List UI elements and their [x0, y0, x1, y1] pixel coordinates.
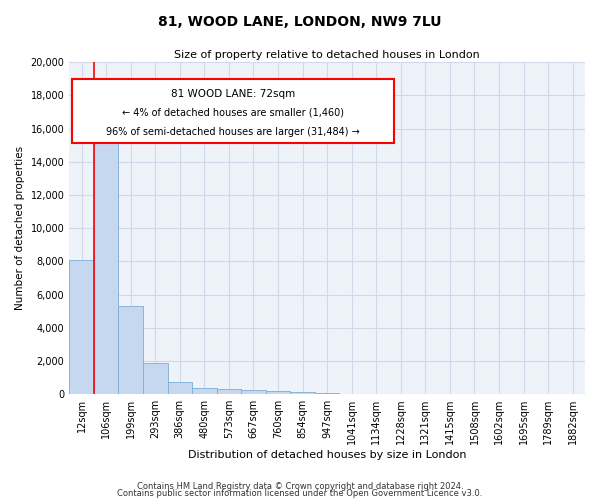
Bar [69, 260, 94, 394]
Bar [241, 390, 266, 394]
Bar [217, 390, 241, 394]
Bar [118, 306, 143, 394]
Bar [266, 391, 290, 394]
Bar [192, 388, 217, 394]
FancyBboxPatch shape [72, 79, 394, 144]
Text: Contains public sector information licensed under the Open Government Licence v3: Contains public sector information licen… [118, 489, 482, 498]
Bar [143, 364, 167, 394]
Text: 81, WOOD LANE, LONDON, NW9 7LU: 81, WOOD LANE, LONDON, NW9 7LU [158, 15, 442, 29]
Bar [167, 382, 192, 394]
X-axis label: Distribution of detached houses by size in London: Distribution of detached houses by size … [188, 450, 466, 460]
Bar [315, 393, 340, 394]
Bar [94, 120, 118, 394]
Text: Contains HM Land Registry data © Crown copyright and database right 2024.: Contains HM Land Registry data © Crown c… [137, 482, 463, 491]
Text: 81 WOOD LANE: 72sqm: 81 WOOD LANE: 72sqm [171, 88, 295, 99]
Text: ← 4% of detached houses are smaller (1,460): ← 4% of detached houses are smaller (1,4… [122, 108, 344, 118]
Title: Size of property relative to detached houses in London: Size of property relative to detached ho… [174, 50, 480, 60]
Text: 96% of semi-detached houses are larger (31,484) →: 96% of semi-detached houses are larger (… [106, 127, 360, 137]
Bar [290, 392, 315, 394]
Y-axis label: Number of detached properties: Number of detached properties [15, 146, 25, 310]
